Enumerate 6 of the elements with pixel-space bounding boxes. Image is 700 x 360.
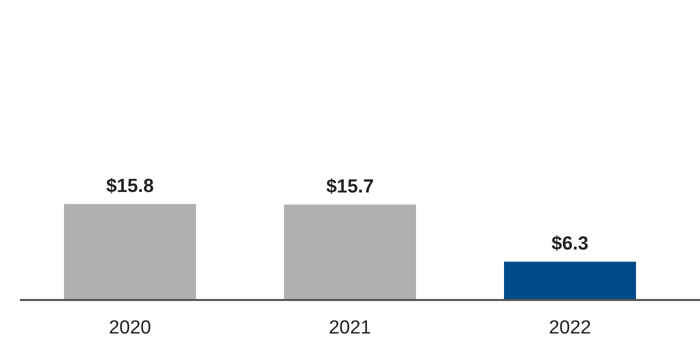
- x-tick-label: 2022: [548, 317, 592, 338]
- data-label: $6.3: [552, 234, 588, 255]
- data-label: $15.8: [106, 176, 154, 197]
- x-tick-label: 2020: [108, 317, 152, 338]
- data-label: $15.7: [326, 176, 374, 198]
- x-tick-label: 2021: [328, 317, 372, 338]
